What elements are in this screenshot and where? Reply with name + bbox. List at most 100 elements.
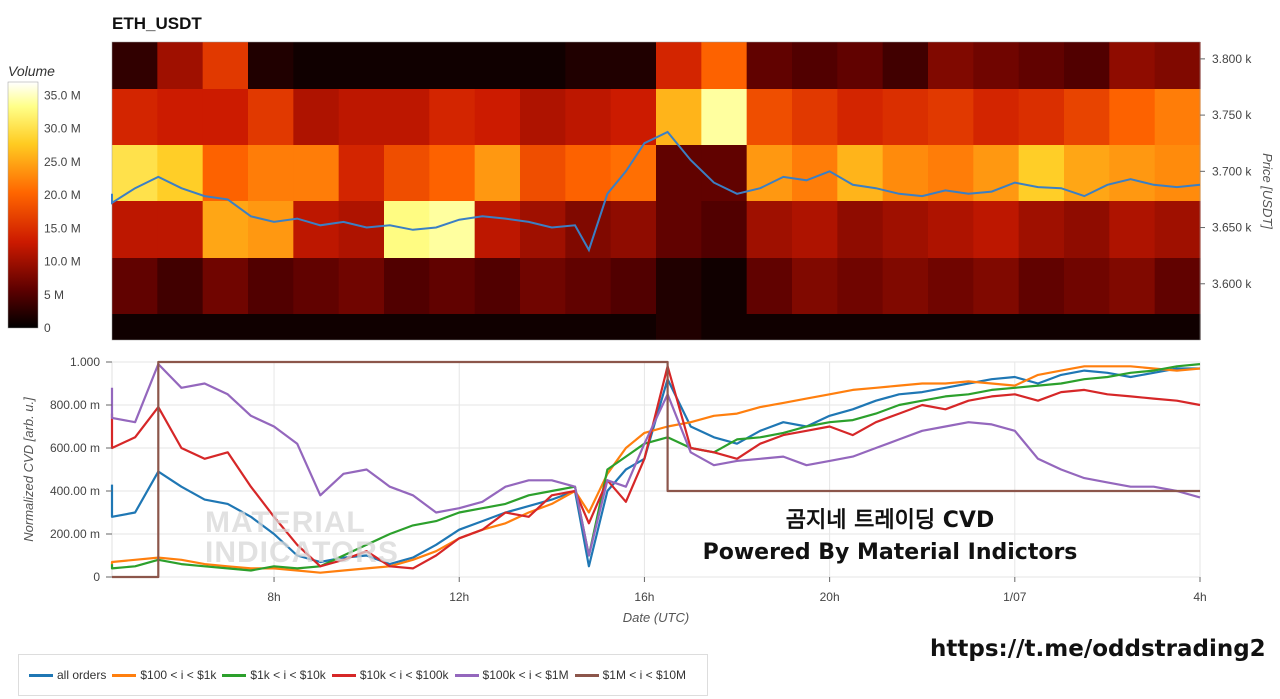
heatmap-cell bbox=[1109, 42, 1156, 89]
heatmap-cell bbox=[882, 258, 929, 314]
heatmap-cell bbox=[882, 145, 929, 201]
overlay-line-1: 곰지네 트레이딩 CVD bbox=[785, 508, 995, 533]
heatmap-cell bbox=[656, 89, 702, 145]
overlay-caption: 곰지네 트레이딩 CVD Powered By Material Indicto… bbox=[690, 505, 1090, 569]
heatmap-cell bbox=[973, 42, 1020, 89]
colorbar: 35.0 M 30.0 M 25.0 M 20.0 M 15.0 M 10.0 M 5 M 0 bbox=[7, 81, 81, 335]
heatmap-cell bbox=[656, 42, 702, 89]
colorbar-title: Volume bbox=[8, 63, 55, 79]
price-tick-label: 3.800 k bbox=[1212, 52, 1252, 66]
price-tick-label: 3.600 k bbox=[1212, 277, 1252, 291]
price-axis-label: Price [USDT] bbox=[1260, 153, 1275, 229]
cvd-x-tick-label: 20h bbox=[820, 590, 840, 604]
heatmap-cell bbox=[202, 145, 249, 201]
legend-item[interactable]: $10k < i < $100k bbox=[331, 668, 449, 682]
heatmap-cell bbox=[837, 145, 884, 201]
heatmap-cell bbox=[610, 258, 657, 314]
heatmap-cell bbox=[1154, 89, 1201, 145]
legend-item[interactable]: $1M < i < $10M bbox=[574, 668, 686, 682]
heatmap-cell bbox=[112, 89, 158, 145]
heatmap-cell bbox=[1064, 42, 1110, 89]
heatmap-cell bbox=[1018, 258, 1065, 314]
cvd-y-tick-label: 400.00 m bbox=[50, 484, 100, 498]
cvd-lines bbox=[110, 360, 1201, 579]
heatmap-cell bbox=[701, 42, 748, 89]
legend-item[interactable]: $1k < i < $10k bbox=[222, 668, 326, 682]
heatmap-cell bbox=[157, 89, 204, 145]
heatmap-cell bbox=[248, 201, 294, 258]
legend-swatch bbox=[222, 673, 247, 677]
heatmap-cell bbox=[701, 314, 748, 340]
colorbar-tick-label: 35.0 M bbox=[44, 88, 81, 102]
legend-swatch bbox=[454, 673, 479, 677]
heatmap-cell bbox=[157, 42, 204, 89]
heatmap-cell bbox=[837, 89, 884, 145]
cvd-y-tick-label: 1.000 bbox=[70, 355, 100, 369]
heatmap-cell bbox=[112, 314, 158, 340]
heatmap-cell bbox=[746, 89, 793, 145]
heatmap-cell bbox=[1064, 89, 1110, 145]
heatmap-cell bbox=[429, 314, 476, 340]
heatmap-cell bbox=[202, 314, 249, 340]
heatmap-cell bbox=[429, 201, 476, 258]
colorbar-tick-label: 5 M bbox=[44, 288, 64, 302]
heatmap-cell bbox=[882, 314, 929, 340]
heatmap-cell bbox=[293, 89, 340, 145]
legend-label: all orders bbox=[57, 668, 107, 682]
legend-item[interactable]: all orders bbox=[29, 668, 106, 682]
legend-item[interactable]: $100k < i < $1M bbox=[454, 668, 569, 682]
price-tick-label: 3.750 k bbox=[1212, 108, 1252, 122]
heatmap-cell bbox=[928, 42, 974, 89]
heatmap-cell bbox=[701, 201, 748, 258]
heatmap-cell bbox=[520, 258, 566, 314]
heatmap-cell bbox=[565, 145, 612, 201]
colorbar-tick-label: 25.0 M bbox=[44, 155, 81, 169]
heatmap-cell bbox=[1018, 314, 1065, 340]
cvd-x-tick-label: 12h bbox=[449, 590, 469, 604]
heatmap-cell bbox=[474, 89, 521, 145]
heatmap-cell bbox=[973, 201, 1020, 258]
heatmap-cell bbox=[837, 258, 884, 314]
heatmap-cell bbox=[973, 258, 1020, 314]
price-tick-label: 3.650 k bbox=[1212, 221, 1252, 235]
heatmap-cell bbox=[565, 314, 612, 340]
heatmap-cell bbox=[701, 89, 748, 145]
heatmap-cell bbox=[656, 258, 702, 314]
cvd-x-tick-label: 1/07 bbox=[1003, 590, 1027, 604]
heatmap-cell bbox=[338, 314, 385, 340]
heatmap-cell bbox=[837, 42, 884, 89]
heatmap-cell bbox=[293, 145, 340, 201]
heatmap-cell bbox=[429, 145, 476, 201]
heatmap-cell bbox=[882, 201, 929, 258]
heatmap-cell bbox=[1109, 145, 1156, 201]
colorbar-tick-label: 0 bbox=[44, 321, 51, 335]
heatmap-cell bbox=[429, 42, 476, 89]
heatmap-cell bbox=[1064, 258, 1110, 314]
heatmap-cell bbox=[474, 42, 521, 89]
heatmap-cell bbox=[202, 42, 249, 89]
heatmap-cell bbox=[157, 258, 204, 314]
heatmap-cell bbox=[701, 258, 748, 314]
heatmap-cell bbox=[384, 314, 430, 340]
cvd-y-axis-label: Normalized CVD [arb. u.] bbox=[21, 397, 36, 542]
cvd-x-tick-label: 4h bbox=[1193, 590, 1206, 604]
heatmap-cell bbox=[202, 201, 249, 258]
telegram-link[interactable]: https://t.me/oddstrading2 bbox=[930, 636, 1266, 662]
heatmap-cell bbox=[656, 314, 702, 340]
heatmap-cell bbox=[248, 258, 294, 314]
heatmap-cell bbox=[1109, 258, 1156, 314]
price-series-line bbox=[111, 130, 1201, 253]
watermark-logo: MATERIAL INDICATORS bbox=[205, 508, 399, 568]
watermark-line-1: MATERIAL bbox=[205, 506, 366, 539]
legend-label: $10k < i < $100k bbox=[359, 668, 449, 682]
heatmap-cell bbox=[474, 145, 521, 201]
legend-item[interactable]: $100 < i < $1k bbox=[112, 668, 216, 682]
colorbar-tick-label: 20.0 M bbox=[44, 188, 81, 202]
heatmap-cell bbox=[837, 201, 884, 258]
heatmap-cell bbox=[1064, 201, 1110, 258]
heatmap-cell bbox=[384, 42, 430, 89]
legend-swatch bbox=[331, 673, 356, 677]
chart-title: ETH_USDT bbox=[112, 14, 202, 33]
legend-label: $1M < i < $10M bbox=[602, 668, 686, 682]
heatmap-cell bbox=[338, 201, 385, 258]
